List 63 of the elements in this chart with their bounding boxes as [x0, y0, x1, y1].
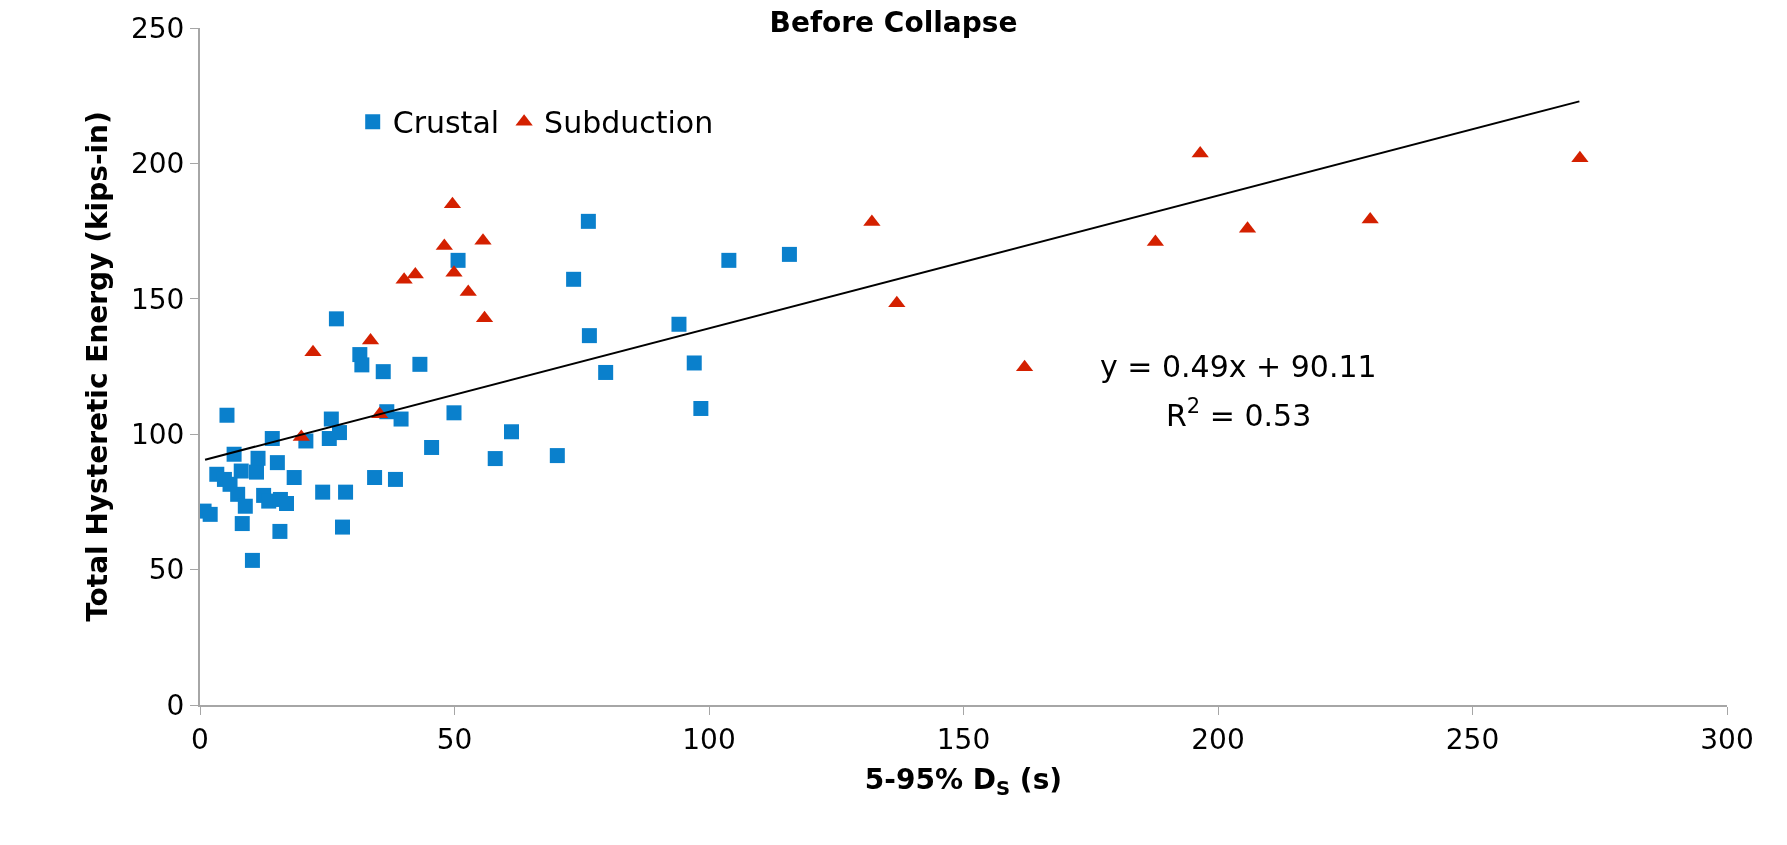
- y-tick-label: 250: [130, 11, 185, 45]
- point: [328, 311, 344, 327]
- point: [331, 425, 347, 441]
- x-tick-label: 250: [1445, 722, 1500, 756]
- y-tick-label: 200: [130, 147, 185, 181]
- point: [598, 364, 614, 380]
- point: [781, 246, 797, 262]
- point: [250, 450, 266, 466]
- point: [219, 407, 235, 423]
- y-tick-label: 100: [130, 418, 185, 451]
- point: [446, 405, 462, 421]
- point: [424, 439, 440, 455]
- x-tick-label: 100: [682, 722, 736, 756]
- point: [244, 552, 260, 568]
- point: [581, 328, 597, 344]
- y-tick-label: 150: [130, 282, 185, 316]
- point: [233, 463, 249, 479]
- point: [286, 470, 302, 486]
- point: [367, 470, 383, 486]
- point: [406, 266, 424, 279]
- point: [1191, 145, 1209, 158]
- point: [693, 400, 709, 416]
- annotation: y = 0.49x + 90.11: [1100, 349, 1377, 384]
- point: [1361, 211, 1379, 224]
- point: [686, 355, 702, 371]
- point: [230, 486, 246, 502]
- x-tick-label: 150: [936, 722, 991, 756]
- point: [566, 271, 582, 287]
- x-axis-title: 5-95% D$_{S}$ (s): [864, 763, 1063, 801]
- point: [580, 213, 596, 229]
- y-tick-label: 0: [166, 688, 185, 722]
- point: [272, 523, 288, 539]
- chart-title: Before Collapse: [769, 6, 1018, 40]
- point: [338, 484, 354, 500]
- point: [335, 519, 351, 535]
- point: [269, 455, 285, 471]
- point: [279, 496, 295, 512]
- x-tick-label: 300: [1700, 722, 1754, 756]
- point: [323, 411, 339, 427]
- y-tick-label: 50: [148, 553, 185, 587]
- legend-label: Crustal: [392, 105, 500, 141]
- point: [354, 357, 370, 373]
- point: [412, 356, 428, 372]
- point: [549, 448, 565, 464]
- point: [393, 411, 409, 427]
- point: [450, 252, 466, 268]
- y-axis-title: Total Hysteretic Energy (kips-in): [81, 111, 115, 622]
- point: [487, 451, 503, 467]
- point: [375, 364, 391, 380]
- point: [249, 464, 264, 480]
- point: [671, 316, 687, 332]
- point: [315, 484, 331, 500]
- point: [387, 471, 403, 487]
- point: [504, 424, 520, 440]
- point: [721, 252, 737, 268]
- x-tick-label: 200: [1191, 722, 1245, 756]
- point: [237, 498, 253, 514]
- annotation: R$^{2}$ = 0.53: [1166, 394, 1312, 433]
- point: [202, 506, 218, 522]
- point: [234, 516, 250, 532]
- x-tick-label: 0: [191, 722, 209, 756]
- legend-label: Subduction: [544, 105, 714, 141]
- x-tick-label: 50: [436, 722, 473, 756]
